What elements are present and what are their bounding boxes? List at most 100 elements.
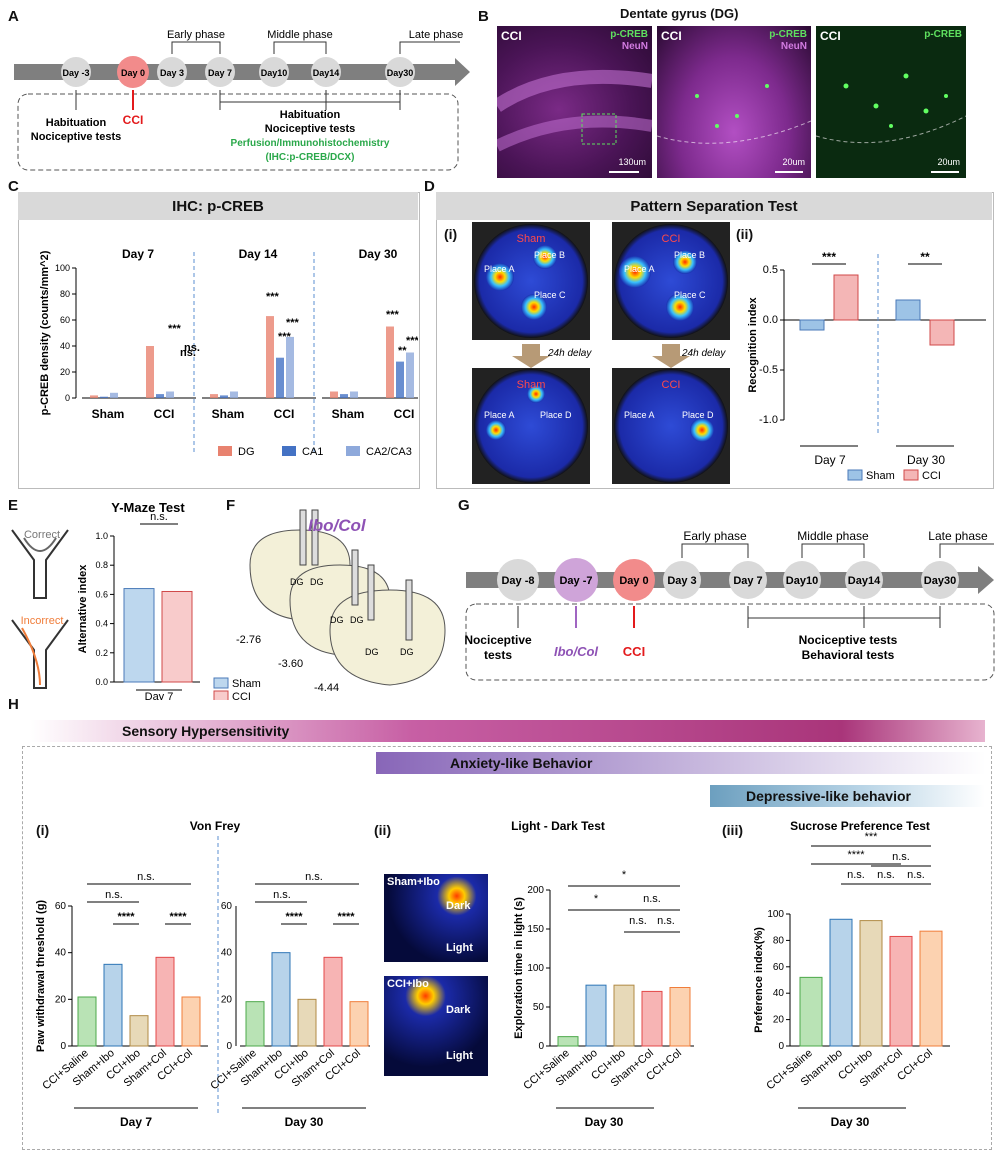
c-cat-0-1: CCI bbox=[154, 407, 175, 421]
g-phase-late: Late phase bbox=[928, 529, 988, 543]
chart-von-frey: Von Frey 0 20 40 60 Paw withdrawal threshold … bbox=[35, 819, 370, 1129]
f-coord-1: -2.76 bbox=[236, 634, 261, 646]
f-coord-2: -3.60 bbox=[278, 658, 303, 670]
c-annot-1: ns. bbox=[180, 347, 196, 359]
c-bar-0-0-1 bbox=[100, 396, 108, 398]
panel-label-a: A bbox=[8, 8, 19, 25]
hi-annot-1-3: **** bbox=[337, 911, 355, 923]
d-delay-1: 24h delay bbox=[547, 348, 592, 359]
hi-ytick2-2: 40 bbox=[221, 948, 233, 959]
hiii-ytick-label-1: 20 bbox=[773, 1015, 785, 1026]
a-note-cci: CCI bbox=[123, 113, 144, 127]
hii-ytick-label-1: 50 bbox=[533, 1002, 545, 1013]
hi-g0-bar-0 bbox=[77, 996, 97, 1047]
d-legend-0: Sham bbox=[866, 470, 895, 482]
hi-title: Von Frey bbox=[190, 819, 241, 833]
d-pa-3: Place A bbox=[484, 410, 515, 420]
c-group-1: Day 14 bbox=[239, 247, 278, 261]
hii-annot-3: n.s. bbox=[657, 915, 675, 927]
c-annot-3: *** bbox=[266, 291, 280, 303]
c-cat-2-1: CCI bbox=[394, 407, 415, 421]
h-band-anxiety: Anxiety-like Behavior bbox=[376, 752, 986, 774]
d-pb-2: Place B bbox=[674, 250, 705, 260]
heatmaps-pattern-separation: 24h delay 24h delay Sham CCI Sham CCI Pl… bbox=[472, 222, 730, 484]
e-ytick-label-2: 0.4 bbox=[95, 619, 108, 629]
c-annot-8: *** bbox=[406, 335, 418, 347]
b3-cci: CCI bbox=[820, 29, 841, 43]
d-pc-1: Place C bbox=[534, 290, 566, 300]
ld-dark-1: Dark bbox=[446, 900, 471, 912]
g-phase-middle: Middle phase bbox=[797, 529, 869, 543]
hi-ytick-label-0: 0 bbox=[60, 1041, 66, 1052]
e-annot: n.s. bbox=[150, 511, 168, 523]
a-note-hab1: Habituation bbox=[46, 117, 107, 129]
hi-ytick-label-3: 60 bbox=[55, 901, 67, 912]
b1-scale: 130um bbox=[618, 157, 646, 167]
hiii-bar-1 bbox=[829, 918, 853, 1047]
h-band-sensory-label: Sensory Hypersensitivity bbox=[122, 723, 290, 739]
panel-label-h: H bbox=[8, 696, 19, 713]
c-annot-6: *** bbox=[386, 309, 400, 321]
a-note-noc: Nociceptive tests bbox=[265, 123, 355, 135]
micrograph-zoom-merge: CCI p-CREB NeuN 20um bbox=[657, 26, 811, 178]
panel-label-g: G bbox=[458, 497, 470, 514]
e-ytick-label-4: 0.8 bbox=[95, 560, 108, 570]
hi-g1-bar-1 bbox=[271, 952, 291, 1047]
chart-sucrose: Sucrose Preference Test 0 20 40 60 80 100Prefe… bbox=[753, 819, 950, 1129]
hi-g0-bar-4 bbox=[181, 996, 201, 1047]
g-day-6: Day10 bbox=[786, 575, 818, 587]
d-ytick-label-2: 0.0 bbox=[763, 314, 778, 326]
d-sham-bot: Sham bbox=[517, 379, 546, 391]
hiii-ylabel: Preference index(%) bbox=[753, 927, 765, 1033]
e-legend-swatch-1 bbox=[213, 690, 229, 700]
e-xlabel: Day 7 bbox=[145, 691, 174, 700]
hiii-ytick-label-2: 40 bbox=[773, 988, 785, 999]
h-sub-iii: (iii) bbox=[722, 822, 743, 838]
g-note-noc3: Nociceptive tests bbox=[799, 633, 898, 647]
e-legend-swatch-0 bbox=[213, 677, 229, 689]
d-sham-top: Sham bbox=[517, 233, 546, 245]
a-day-2: Day 0 bbox=[121, 68, 145, 78]
a-day-1: Day -3 bbox=[62, 68, 89, 78]
g-note-beh: Behavioral tests bbox=[802, 648, 895, 662]
hiii-annot-0: **** bbox=[847, 849, 865, 861]
c-legend-2: CA2/CA3 bbox=[366, 446, 412, 458]
ld-label-cci-ibo: CCI+Ibo bbox=[387, 978, 429, 990]
a-note-ihc: (IHC:p-CREB/DCX) bbox=[266, 152, 355, 163]
c-ylabel: p-CREB density (counts/mm^2) bbox=[39, 250, 51, 415]
e-ytick-label-1: 0.2 bbox=[95, 648, 108, 658]
ld-light-1: Light bbox=[446, 942, 473, 954]
a-day-6: Day14 bbox=[313, 68, 340, 78]
d-bar-1-1 bbox=[929, 319, 955, 346]
hiii-annot-1: *** bbox=[865, 831, 879, 843]
hii-ytick-label-4: 200 bbox=[527, 885, 544, 896]
d-ytick-label-1: -0.5 bbox=[759, 364, 778, 376]
hi-xlabel-0: Day 7 bbox=[120, 1115, 152, 1129]
g-day-5: Day 7 bbox=[733, 575, 762, 587]
g-day-1: Day -8 bbox=[501, 575, 534, 587]
hi-ytick-label-1: 20 bbox=[55, 994, 67, 1005]
micrograph-overview: CCI p-CREB NeuN 130um bbox=[497, 26, 652, 178]
hiii-ytick-label-4: 80 bbox=[773, 935, 785, 946]
b1-pcreb: p-CREB bbox=[610, 29, 648, 40]
c-annot-5: *** bbox=[286, 317, 300, 329]
hiii-ytick-label-5: 100 bbox=[767, 909, 784, 920]
c-bar-0-1-1 bbox=[156, 394, 164, 398]
c-cat-1-0: Sham bbox=[212, 407, 245, 421]
hiii-title: Sucrose Preference Test bbox=[790, 819, 930, 833]
hi-annot-0-0: n.s. bbox=[137, 871, 155, 883]
hiii-annot-4: n.s. bbox=[907, 869, 925, 881]
hi-annot-0-1: n.s. bbox=[105, 889, 123, 901]
hii-annot-1: * bbox=[594, 893, 599, 905]
panel-c-header: IHC: p-CREB bbox=[18, 192, 418, 220]
hi-g0-bar-2 bbox=[129, 1015, 149, 1047]
hiii-bar-4 bbox=[919, 930, 943, 1047]
d-legend-swatch-0 bbox=[847, 469, 863, 481]
f-dg-4: DG bbox=[350, 615, 364, 625]
timeline-a: Day -3 Day 0 Day 3 Day 7 Day10 Day14 Day… bbox=[14, 29, 470, 171]
f-dg-5: DG bbox=[365, 647, 379, 657]
c-bar-1-1-1 bbox=[276, 357, 284, 398]
e-legend-1: CCI bbox=[232, 691, 251, 700]
f-dg-3: DG bbox=[330, 615, 344, 625]
d-pa-1: Place A bbox=[484, 264, 515, 274]
